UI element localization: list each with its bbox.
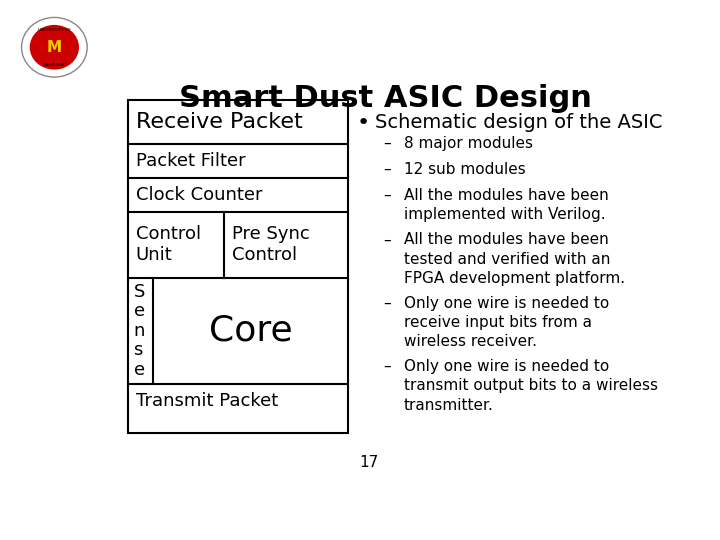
Text: S
e
n
s
e: S e n s e (133, 283, 145, 379)
Text: Clock Counter: Clock Counter (136, 186, 262, 204)
Text: Pre Sync
Control: Pre Sync Control (232, 225, 310, 264)
Text: 12 sub modules: 12 sub modules (404, 162, 526, 177)
Text: MARYLAND: MARYLAND (42, 63, 66, 66)
Text: Transmit Packet: Transmit Packet (136, 392, 278, 410)
Text: 8 major modules: 8 major modules (404, 136, 533, 151)
Text: UNIVERSITY OF: UNIVERSITY OF (38, 28, 71, 32)
Text: M: M (47, 40, 62, 55)
Text: Only one wire is needed to
transmit output bits to a wireless
transmitter.: Only one wire is needed to transmit outp… (404, 359, 657, 413)
Text: Core: Core (209, 314, 292, 348)
Text: Control
Unit: Control Unit (136, 225, 201, 264)
Text: Schematic design of the ASIC: Schematic design of the ASIC (374, 113, 662, 132)
Text: •: • (356, 113, 369, 133)
Text: –: – (383, 162, 391, 177)
Text: –: – (383, 232, 391, 247)
Text: Only one wire is needed to
receive input bits from a
wireless receiver.: Only one wire is needed to receive input… (404, 296, 609, 349)
Text: –: – (383, 136, 391, 151)
Text: –: – (383, 296, 391, 311)
Bar (128, 100, 348, 433)
Text: Receive Packet: Receive Packet (136, 112, 302, 132)
Text: –: – (383, 359, 391, 374)
Text: –: – (383, 188, 391, 203)
Text: Packet Filter: Packet Filter (136, 152, 246, 170)
Text: Smart Dust ASIC Design: Smart Dust ASIC Design (179, 84, 592, 112)
Text: 17: 17 (359, 455, 379, 470)
Text: All the modules have been
tested and verified with an
FPGA development platform.: All the modules have been tested and ver… (404, 232, 625, 286)
Text: All the modules have been
implemented with Verilog.: All the modules have been implemented wi… (404, 188, 608, 222)
Circle shape (30, 25, 79, 70)
